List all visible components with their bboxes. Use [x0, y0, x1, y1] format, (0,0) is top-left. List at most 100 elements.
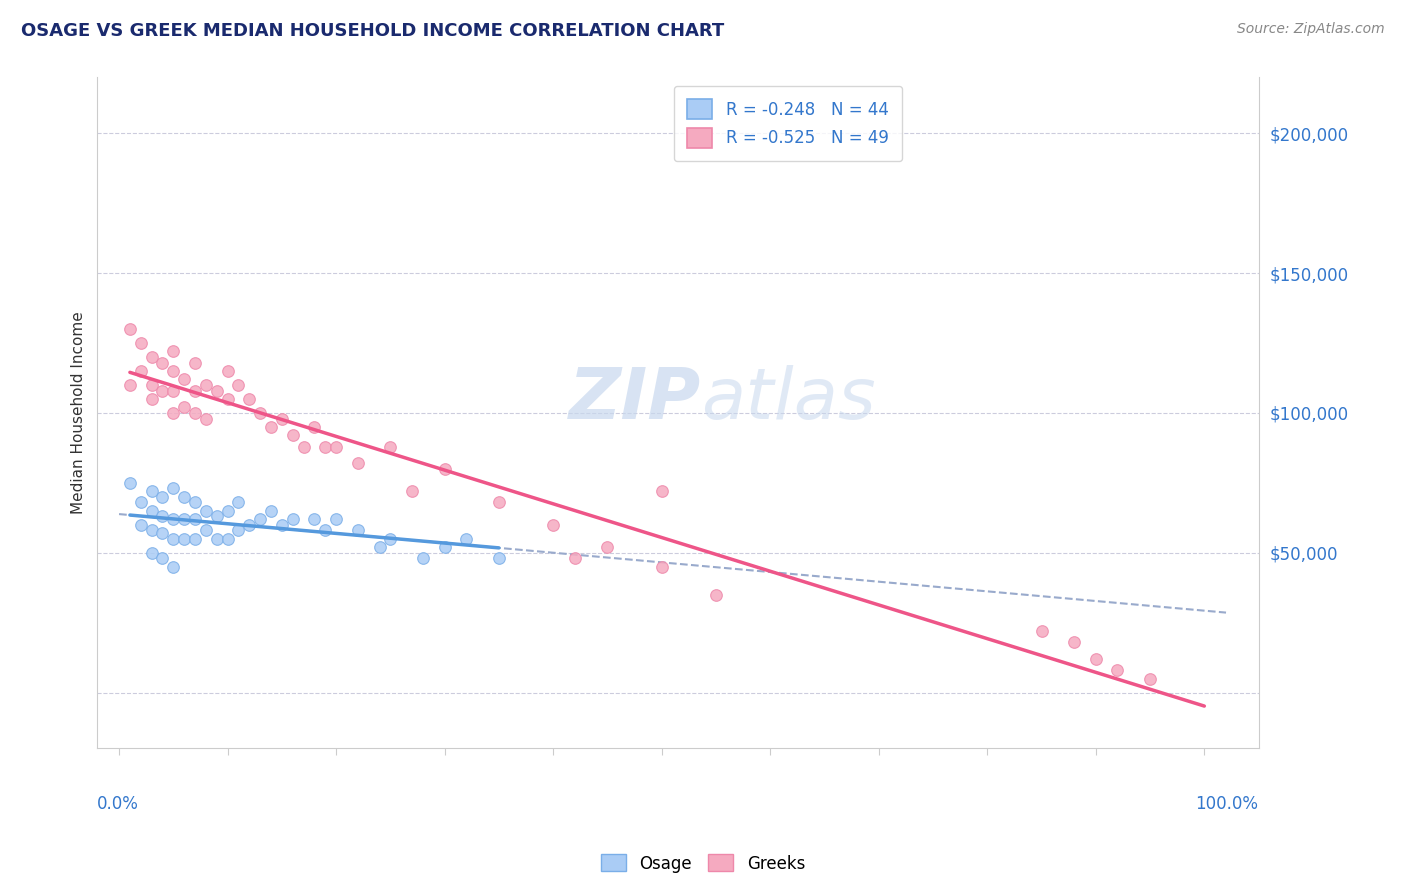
Point: [325, 440, 347, 454]
Point: [238, 517, 260, 532]
Point: [118, 322, 141, 336]
Point: [184, 384, 207, 398]
Point: [162, 364, 184, 378]
Point: [325, 512, 347, 526]
Point: [346, 524, 368, 538]
Point: [141, 484, 163, 499]
Point: [380, 532, 402, 546]
Point: [1139, 672, 1161, 686]
Point: [368, 540, 391, 554]
Point: [249, 406, 271, 420]
Point: [184, 356, 207, 370]
Point: [162, 344, 184, 359]
Point: [217, 364, 239, 378]
Point: [129, 517, 152, 532]
Point: [162, 482, 184, 496]
Point: [129, 364, 152, 378]
Point: [141, 350, 163, 364]
Point: [314, 440, 336, 454]
Point: [217, 532, 239, 546]
Point: [704, 588, 727, 602]
Point: [1084, 652, 1107, 666]
Point: [651, 559, 673, 574]
Text: 100.0%: 100.0%: [1195, 796, 1258, 814]
Point: [270, 411, 292, 425]
Point: [433, 540, 456, 554]
Point: [152, 356, 174, 370]
Point: [260, 420, 283, 434]
Point: [304, 420, 326, 434]
Point: [304, 512, 326, 526]
Point: [152, 551, 174, 566]
Point: [433, 462, 456, 476]
Point: [152, 526, 174, 541]
Point: [162, 384, 184, 398]
Point: [488, 495, 510, 509]
Point: [184, 512, 207, 526]
Point: [1031, 624, 1053, 638]
Point: [281, 428, 304, 442]
Point: [412, 551, 434, 566]
Point: [141, 504, 163, 518]
Point: [205, 532, 228, 546]
Point: [260, 504, 283, 518]
Point: [141, 378, 163, 392]
Point: [152, 509, 174, 524]
Point: [205, 509, 228, 524]
Point: [194, 411, 217, 425]
Point: [173, 372, 195, 386]
Text: OSAGE VS GREEK MEDIAN HOUSEHOLD INCOME CORRELATION CHART: OSAGE VS GREEK MEDIAN HOUSEHOLD INCOME C…: [21, 22, 724, 40]
Point: [217, 392, 239, 406]
Point: [380, 440, 402, 454]
Point: [651, 484, 673, 499]
Legend: Osage, Greeks: Osage, Greeks: [595, 847, 811, 880]
Point: [205, 384, 228, 398]
Point: [173, 512, 195, 526]
Point: [173, 490, 195, 504]
Point: [162, 406, 184, 420]
Point: [270, 517, 292, 532]
Point: [118, 475, 141, 490]
Point: [162, 559, 184, 574]
Point: [162, 532, 184, 546]
Point: [488, 551, 510, 566]
Point: [401, 484, 423, 499]
Point: [596, 540, 619, 554]
Point: [152, 490, 174, 504]
Point: [118, 378, 141, 392]
Y-axis label: Median Household Income: Median Household Income: [72, 311, 86, 515]
Point: [152, 384, 174, 398]
Text: 0.0%: 0.0%: [97, 796, 139, 814]
Text: Source: ZipAtlas.com: Source: ZipAtlas.com: [1237, 22, 1385, 37]
Point: [184, 495, 207, 509]
Point: [162, 512, 184, 526]
Text: atlas: atlas: [702, 365, 876, 434]
Point: [129, 495, 152, 509]
Point: [292, 440, 315, 454]
Point: [541, 517, 564, 532]
Point: [314, 524, 336, 538]
Point: [217, 504, 239, 518]
Point: [1107, 663, 1129, 677]
Point: [228, 495, 250, 509]
Point: [1063, 635, 1085, 649]
Point: [249, 512, 271, 526]
Point: [173, 532, 195, 546]
Point: [456, 532, 478, 546]
Point: [184, 406, 207, 420]
Legend: R = -0.248   N = 44, R = -0.525   N = 49: R = -0.248 N = 44, R = -0.525 N = 49: [673, 86, 901, 161]
Point: [184, 532, 207, 546]
Point: [564, 551, 586, 566]
Point: [194, 504, 217, 518]
Point: [228, 378, 250, 392]
Point: [141, 524, 163, 538]
Point: [346, 456, 368, 470]
Point: [129, 336, 152, 351]
Point: [141, 546, 163, 560]
Point: [238, 392, 260, 406]
Point: [194, 378, 217, 392]
Point: [173, 401, 195, 415]
Point: [194, 524, 217, 538]
Point: [228, 524, 250, 538]
Point: [141, 392, 163, 406]
